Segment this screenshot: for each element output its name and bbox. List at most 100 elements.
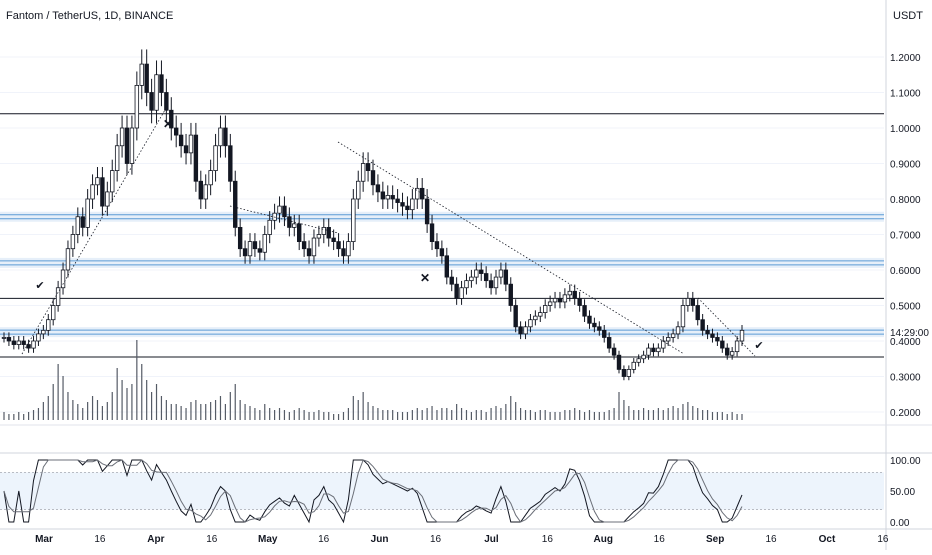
candle-body: [267, 219, 272, 235]
candle-body: [572, 290, 577, 299]
candle-body: [149, 92, 154, 111]
volume-bar: [677, 408, 679, 420]
candle-body: [178, 134, 184, 147]
candle-body: [582, 305, 587, 317]
volume-bar: [529, 410, 532, 420]
volume-bar: [426, 408, 428, 420]
candle-body: [55, 287, 61, 306]
trend-line: [337, 141, 685, 355]
volume-bar: [101, 406, 103, 420]
candle-body: [656, 347, 661, 353]
candle-body: [429, 223, 435, 243]
volume-bar: [87, 402, 89, 420]
volume-bar: [480, 410, 482, 420]
candle-body: [36, 333, 41, 342]
volume-bar: [269, 408, 271, 420]
volume-bar: [579, 410, 581, 420]
price-tick-label: 0.6000: [890, 266, 921, 277]
volume-bar: [67, 392, 69, 420]
candle-body: [21, 340, 26, 345]
volume-bar: [401, 412, 404, 420]
candle-body: [415, 187, 420, 200]
candle-body: [223, 127, 228, 147]
candle-body: [695, 305, 700, 321]
volume-bar: [588, 410, 591, 420]
volume-bar: [731, 412, 733, 420]
candle-body: [85, 198, 90, 228]
volume-bar: [569, 410, 571, 420]
volume-bar: [692, 406, 694, 420]
candle-body: [503, 269, 509, 285]
volume-bar: [328, 412, 330, 420]
candle-body: [247, 241, 253, 257]
price-tick-label: 0.8000: [890, 195, 921, 206]
candle-body: [375, 184, 381, 193]
candle-body: [75, 216, 80, 235]
candle-body: [469, 276, 474, 282]
candle-body: [646, 347, 651, 356]
candle-body: [51, 305, 56, 321]
candle-body: [666, 337, 671, 342]
volume-bar: [411, 410, 413, 420]
candle-body: [734, 340, 740, 353]
candle-body: [311, 237, 317, 257]
candle-body: [60, 269, 66, 289]
price-tick-label: 0.4000: [890, 337, 921, 348]
volume-bar: [603, 412, 605, 420]
volume-bar: [397, 412, 399, 420]
cross-marker: ✕: [420, 271, 430, 285]
time-tick-label: 16: [542, 534, 554, 545]
candle-body: [183, 145, 189, 154]
candle-body: [498, 269, 504, 278]
candle-body: [218, 127, 223, 147]
candle-body: [351, 198, 356, 242]
candle-body: [661, 340, 666, 349]
volume-bar: [313, 412, 315, 420]
volume-bar: [234, 384, 236, 420]
candle-body: [518, 326, 523, 335]
volume-bar: [91, 396, 94, 420]
stoch-tick-label: 0.00: [890, 518, 910, 529]
volume-bar: [136, 340, 138, 420]
candle-body: [587, 315, 592, 324]
candle-body: [567, 290, 572, 296]
volume-bar: [451, 410, 453, 420]
volume-bar: [151, 392, 153, 420]
candle-body: [424, 198, 430, 225]
volume-bar: [283, 410, 286, 420]
candle-body: [493, 276, 499, 289]
volume-bar: [200, 404, 202, 420]
volume-bar: [392, 410, 394, 420]
candle-body: [173, 127, 179, 136]
candle-body: [577, 297, 582, 306]
candle-body: [208, 170, 213, 186]
candle-body: [316, 234, 322, 239]
volume-bar: [465, 410, 468, 420]
volume-bar: [170, 404, 172, 420]
volume-bar: [387, 410, 389, 420]
volume-bar: [13, 414, 15, 420]
volume-bar: [244, 404, 246, 420]
candle-body: [46, 319, 51, 331]
volume-bar: [185, 408, 187, 420]
volume-bar: [500, 408, 502, 420]
candle-body: [31, 340, 36, 349]
candle-body: [321, 226, 326, 235]
volume-bar: [180, 406, 182, 420]
candle-body: [119, 127, 125, 147]
volume-bar: [62, 376, 64, 420]
volume-bar: [264, 404, 266, 420]
candle-body: [670, 333, 676, 338]
volume-bar: [505, 404, 507, 420]
candle-body: [228, 145, 233, 182]
volume-bar: [377, 408, 379, 420]
candle-body: [213, 145, 218, 172]
volume-bar: [288, 412, 290, 420]
support-band: [0, 211, 884, 222]
time-tick-label: May: [258, 534, 278, 545]
volume-bar: [549, 412, 551, 420]
currency-label[interactable]: USDT: [893, 10, 923, 22]
candle-body: [636, 358, 641, 363]
volume-bar: [32, 410, 35, 420]
